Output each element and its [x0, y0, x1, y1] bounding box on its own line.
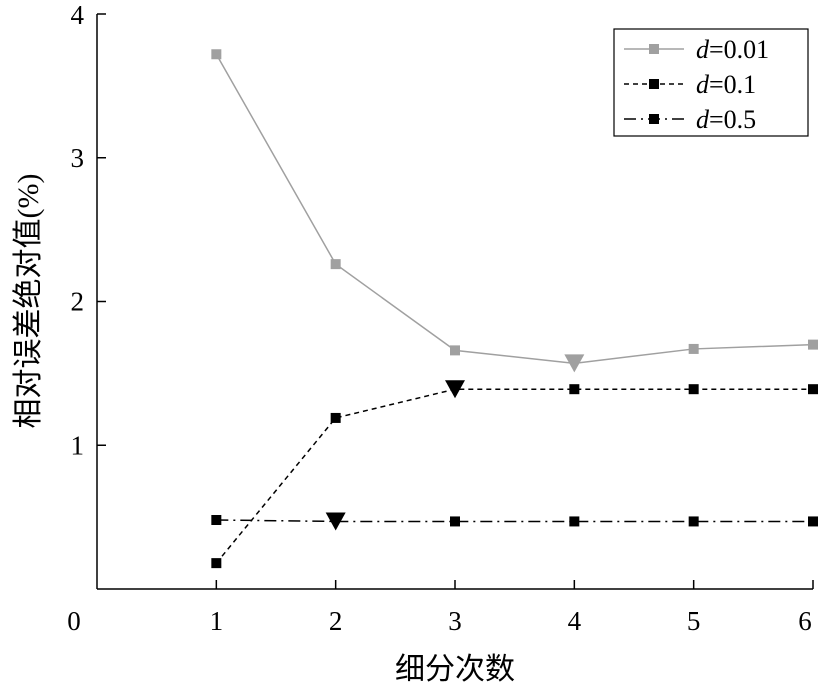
x-tick-label: 3 — [448, 606, 462, 636]
data-point-marker — [808, 516, 818, 527]
y-tick-label: 2 — [71, 287, 85, 317]
x-tick-label: 1 — [210, 606, 224, 636]
data-point-marker — [211, 558, 222, 569]
data-point-marker — [330, 412, 341, 423]
optimal-point-marker — [564, 354, 585, 373]
data-point-marker — [330, 259, 341, 270]
series-2 — [211, 380, 818, 569]
series-3 — [211, 512, 818, 531]
legend-box — [613, 28, 809, 137]
x-axis-title: 细分次数 — [395, 653, 515, 686]
series-line — [215, 53, 814, 365]
y-axis-title: 相对误差绝对值(%) — [12, 174, 45, 429]
data-point-marker — [450, 345, 460, 356]
x-tick-label: 0 — [67, 606, 81, 636]
data-point-marker — [808, 339, 818, 350]
series-line — [215, 388, 813, 564]
x-tick-label: 2 — [329, 606, 343, 636]
legend: d=0.01 d=0.1 d=0.5 — [613, 28, 809, 137]
series-1 — [211, 49, 818, 373]
series-line — [216, 519, 813, 523]
legend-label: d=0.1 — [696, 70, 756, 99]
data-point-marker — [211, 49, 222, 60]
legend-marker-sample — [649, 114, 659, 124]
x-axis-ticks: 0 1 2 3 4 5 6 — [67, 580, 814, 636]
x-tick-label: 4 — [568, 606, 582, 636]
legend-marker-sample — [649, 44, 659, 54]
y-tick-label: 1 — [71, 430, 85, 460]
y-tick-label: 4 — [71, 0, 85, 30]
legend-entry: d=0.01 — [624, 35, 769, 64]
y-tick-label: 3 — [71, 143, 85, 173]
optimal-point-marker — [325, 512, 346, 531]
legend-entry: d=0.1 — [624, 70, 756, 99]
data-point-marker — [450, 516, 460, 527]
data-point-marker — [569, 384, 580, 395]
legend-entry: d=0.5 — [624, 105, 756, 134]
legend-label: d=0.5 — [696, 105, 756, 134]
data-point-marker — [569, 516, 580, 527]
series-layer — [211, 49, 818, 569]
data-point-marker — [688, 384, 699, 395]
optimal-point-marker — [445, 380, 465, 399]
data-point-marker — [808, 384, 818, 395]
data-point-marker — [211, 515, 222, 525]
y-axis-ticks: 1 2 3 4 — [71, 0, 106, 460]
data-point-marker — [688, 516, 699, 527]
data-point-marker — [688, 343, 699, 354]
legend-label: d=0.01 — [696, 35, 769, 64]
legend-marker-sample — [649, 79, 659, 89]
x-tick-label: 6 — [798, 606, 812, 636]
x-tick-label: 5 — [687, 606, 701, 636]
